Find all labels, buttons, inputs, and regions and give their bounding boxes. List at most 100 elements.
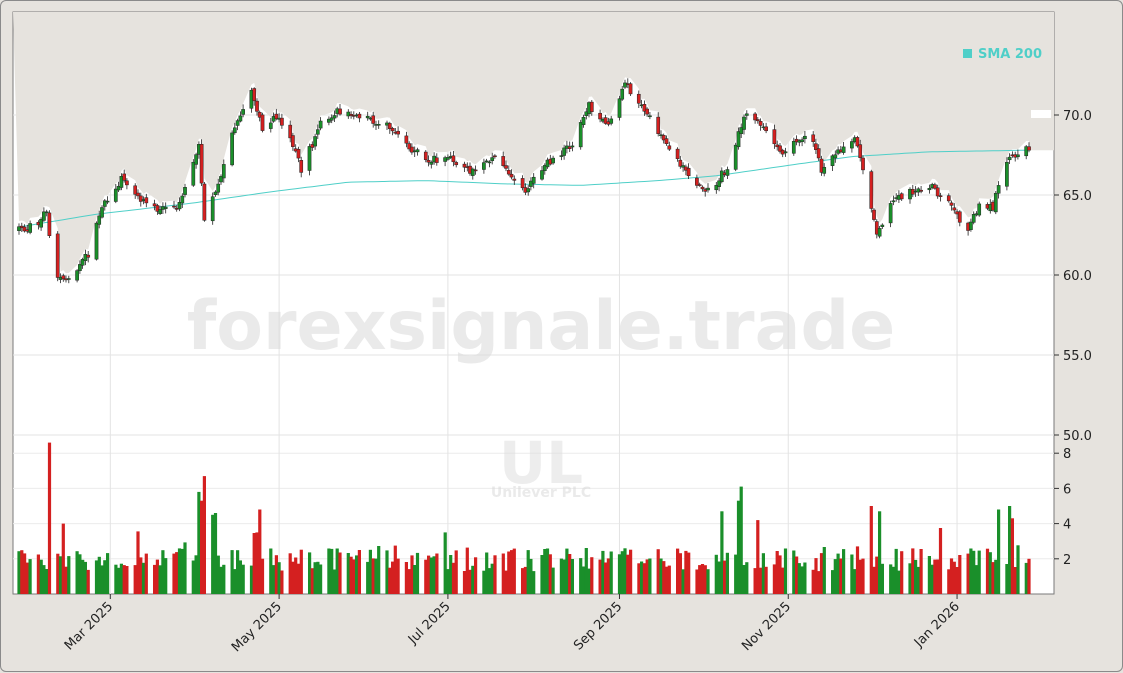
candle-body [880, 224, 885, 227]
candlestick [581, 114, 586, 128]
candle-body [315, 129, 320, 135]
volume-bar [20, 550, 24, 594]
candle-body [957, 211, 962, 223]
candlestick [1005, 157, 1009, 191]
volume-bar [396, 558, 400, 594]
candlestick [874, 219, 879, 239]
candlestick [462, 161, 467, 172]
candlestick [423, 150, 428, 163]
volume-bar [991, 562, 995, 594]
candlestick [877, 226, 882, 239]
candle-body [376, 124, 381, 126]
volume-bar [388, 567, 392, 594]
candlestick [199, 139, 204, 186]
volume-bar [916, 566, 920, 594]
volume-bar [742, 565, 746, 594]
candlestick [617, 95, 622, 121]
candlestick [800, 137, 804, 147]
candle-body [559, 155, 564, 157]
candlestick [816, 144, 821, 161]
candlestick [957, 210, 962, 227]
candle-body [648, 115, 652, 118]
candle-body [454, 162, 459, 166]
volume-bar [1027, 558, 1031, 594]
candlestick [191, 159, 196, 187]
candlestick [733, 142, 738, 172]
volume-bar [39, 559, 43, 594]
volume-bar [822, 547, 826, 594]
volume-bar [219, 566, 223, 594]
volume-bar [17, 551, 21, 594]
volume-bar [407, 569, 411, 594]
volume-bar [648, 558, 652, 594]
candle-body [783, 151, 788, 154]
candlestick [318, 117, 323, 131]
candlestick [520, 175, 525, 191]
volume-bar [1005, 564, 1009, 594]
volume-bar [872, 566, 876, 594]
candlestick [136, 189, 140, 200]
candlestick [880, 223, 885, 229]
volume-bar [681, 569, 685, 594]
candle-body [484, 160, 489, 163]
candle-body [97, 215, 102, 225]
candlestick [255, 98, 259, 116]
candle-body [778, 145, 782, 152]
volume-bar [606, 558, 610, 594]
volume-bar [853, 569, 857, 594]
volume-bar [695, 569, 699, 594]
price-tick-label: 60.0 [1063, 269, 1092, 284]
candle-body [899, 193, 904, 200]
candle-body [313, 136, 317, 147]
candlestick [78, 260, 82, 274]
candle-body [22, 226, 27, 232]
volume-bar [177, 548, 182, 594]
candle-body [235, 120, 240, 126]
volume-bar [947, 569, 951, 594]
candlestick [346, 109, 351, 119]
candle-body [172, 205, 176, 208]
volume-bar [855, 546, 860, 594]
candle-body [365, 115, 370, 119]
candle-body [78, 264, 82, 271]
volume-bar [772, 564, 776, 594]
candle-body [183, 187, 187, 195]
candle-body [199, 144, 204, 184]
volume-bar [125, 566, 129, 594]
candle-body [949, 202, 954, 206]
volume-bar [269, 548, 273, 594]
volume-axis: 2 4 6 8 [1054, 447, 1071, 568]
volume-bar [706, 569, 710, 594]
candle-body [501, 156, 506, 166]
price-axis: 50.0 55.0 60.0 65.0 70.0 [1054, 109, 1092, 444]
volume-bar [761, 553, 765, 594]
candlestick [221, 159, 226, 183]
candle-body [609, 118, 614, 124]
candlestick [357, 112, 362, 123]
candlestick [628, 82, 633, 96]
candle-body [578, 122, 583, 148]
candlestick [152, 199, 157, 211]
candlestick [138, 192, 143, 207]
candlestick [235, 118, 240, 131]
candlestick [80, 257, 85, 269]
candlestick [695, 174, 699, 189]
volume-bar [377, 546, 381, 594]
volume-bar [94, 560, 99, 594]
volume-bar [623, 548, 627, 594]
volume-bar [949, 558, 954, 594]
candle-body [232, 127, 237, 134]
volume-bar [327, 548, 331, 594]
volume-bar [977, 550, 981, 594]
volume-bar [781, 567, 785, 594]
candle-body [338, 108, 342, 115]
volume-bar [197, 491, 201, 594]
volume-bar [889, 564, 893, 594]
volume-bar [700, 564, 705, 594]
candle-body [462, 163, 467, 168]
candle-body [664, 138, 669, 144]
volume-bar [540, 555, 544, 594]
candle-body [861, 157, 865, 171]
candle-body [667, 145, 672, 150]
candle-body [158, 209, 162, 214]
